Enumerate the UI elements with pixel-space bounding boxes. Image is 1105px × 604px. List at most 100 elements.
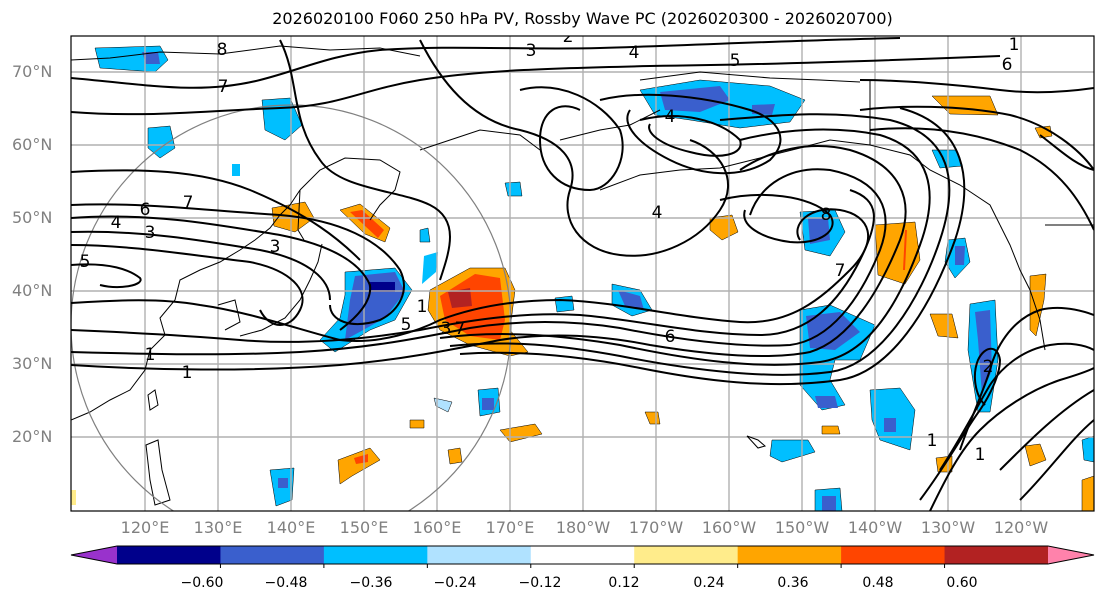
lon-label: 160°E [412, 518, 462, 537]
colorbar-extend-max [1048, 546, 1094, 564]
contour-label: 5 [80, 252, 91, 272]
contour-label: 5 [401, 315, 412, 335]
contour-label: 6 [140, 200, 151, 220]
anomaly-patch-neg [822, 496, 836, 511]
coastline-taiwan [147, 389, 159, 411]
colorbar-tick-label: −0.48 [264, 575, 308, 591]
contour-line [71, 37, 901, 89]
contour-label: 3 [145, 223, 156, 243]
colorbar-tick-label: −0.60 [180, 575, 224, 591]
range-circle [71, 104, 512, 511]
contour-line [719, 194, 834, 244]
map-content: 8 7 6 7 4 3 5 3 1 1 5 3 7 3 2 4 5 4 4 6 … [71, 36, 1094, 511]
anomaly-patch-neg [618, 290, 644, 310]
coastline-kamchatka [299, 157, 401, 221]
contour-line [459, 107, 966, 386]
anomaly-patch-neg [232, 164, 240, 176]
contour-line [71, 168, 887, 356]
contour-line [71, 169, 361, 261]
contour-label: 1 [182, 363, 193, 383]
coastline-alaska-north [639, 71, 861, 83]
colorbar-segment [737, 546, 842, 564]
contour-line [279, 39, 451, 281]
colorbar-segment [944, 546, 1049, 564]
anomaly-patch-pos [448, 288, 472, 308]
coastline-chukotka [419, 129, 541, 151]
lon-label: 150°E [339, 518, 389, 537]
anomaly-patch-pos [903, 230, 907, 270]
anomaly-patch-pos [874, 221, 921, 285]
contour-line [71, 230, 331, 301]
colorbar-extend-min [71, 546, 117, 564]
anomaly-patch-neg [815, 396, 838, 408]
anomaly-patch-neg [806, 312, 860, 350]
anomaly-patch-neg [504, 181, 523, 197]
anomaly-patch-pos [350, 210, 384, 238]
lon-label: 170°W [628, 518, 684, 537]
coastline-aleutians [599, 157, 761, 191]
anomaly-patch-pos [1029, 273, 1047, 337]
coastline-philippines [145, 439, 171, 506]
anomaly-patch-neg [142, 52, 160, 64]
contour-line [439, 128, 931, 366]
anomaly-patch-pos [447, 447, 463, 465]
colorbar-segment [530, 546, 635, 564]
coastline-korea [217, 299, 241, 331]
lon-label: 150°W [774, 518, 830, 537]
lat-label-60n: 60°N [12, 135, 53, 154]
lon-label: 140°W [847, 518, 903, 537]
contour-label: 7 [455, 319, 466, 339]
anomaly-patch-neg [955, 246, 965, 265]
colorbar-segment [220, 546, 325, 564]
contour-label: 8 [217, 40, 228, 60]
coastline-asia [71, 189, 301, 421]
pv-contours [71, 37, 1094, 511]
colorbar-tick-label: 0.24 [693, 575, 725, 591]
anomaly-patch-neg [278, 478, 288, 488]
anomaly-patch-neg [368, 282, 395, 292]
contour-line [919, 347, 1002, 501]
colorbar-segment [427, 546, 532, 564]
colorbar-tick-label: 0.36 [777, 575, 809, 591]
map-title: 2026020100 F060 250 hPa PV, Rossby Wave … [272, 9, 893, 28]
anomaly-patch-neg [482, 398, 494, 410]
colorbar-tick-label: 0.60 [946, 575, 978, 591]
lat-label-20n: 20°N [12, 427, 53, 446]
lon-label: 120°W [993, 518, 1049, 537]
contour-line [71, 203, 405, 325]
contour-label: 7 [218, 77, 229, 97]
contour-label: 4 [652, 203, 663, 223]
contour-line [869, 127, 1094, 231]
contour-label: 6 [1002, 55, 1013, 75]
colorbar-tick-label: 0.12 [608, 575, 640, 591]
colorbar-segment [323, 546, 428, 564]
contour-line [71, 145, 907, 371]
lon-label: 160°W [701, 518, 757, 537]
colorbar-segment [841, 546, 946, 564]
contour-line [71, 189, 875, 343]
contour-line [71, 215, 372, 331]
contour-label: 1 [975, 445, 986, 465]
contour-line [999, 389, 1094, 471]
contour-line [519, 86, 624, 192]
anomaly-patch-pos [1081, 475, 1094, 511]
contour-line [859, 79, 1094, 94]
coastline-siberia [71, 45, 421, 61]
lon-label: 120°E [120, 518, 170, 537]
coastline-alaska-west [559, 109, 661, 141]
contour-line [939, 342, 1094, 471]
contour-line [449, 113, 951, 376]
anomaly-patch-pos [821, 425, 841, 435]
contour-line [639, 115, 742, 157]
coastline-hawaii [746, 435, 767, 449]
contour-labels: 8 7 6 7 4 3 5 3 1 1 5 3 7 3 2 4 5 4 4 6 … [80, 36, 1020, 465]
contour-label: 4 [629, 43, 640, 63]
contour-label: 1 [417, 297, 428, 317]
lon-label: 180°W [555, 518, 611, 537]
contour-label: 7 [835, 261, 846, 281]
contour-line [929, 367, 1094, 511]
anomaly-patch-neg [419, 227, 431, 243]
colorbar-segment [117, 546, 221, 564]
colorbar-tick-label: 0.48 [862, 575, 894, 591]
